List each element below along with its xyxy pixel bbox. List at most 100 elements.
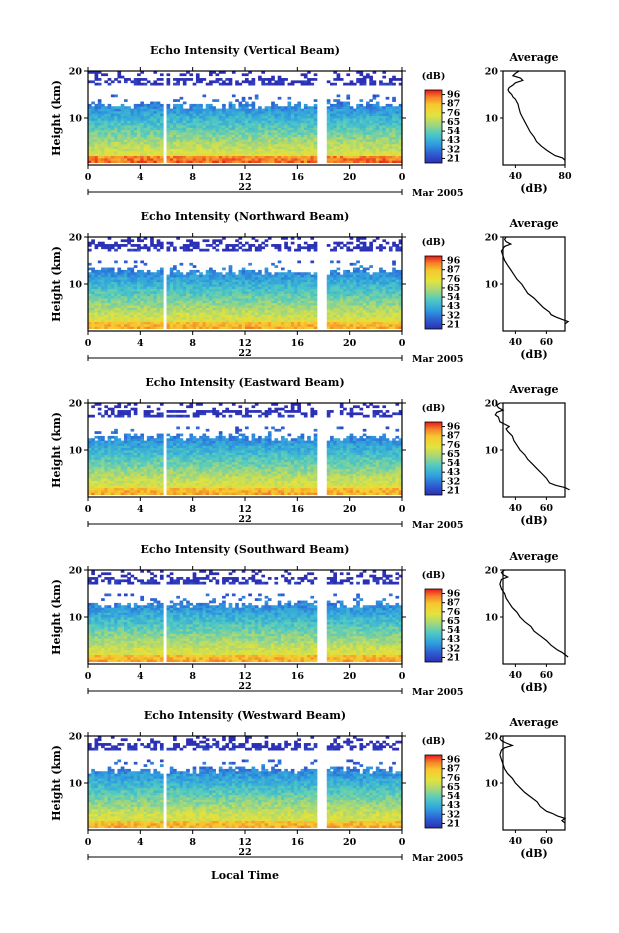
heatmap-cell: [121, 127, 125, 130]
heatmap-cell: [144, 298, 148, 301]
heatmap-cell: [114, 116, 118, 119]
heatmap-cell: [265, 158, 269, 161]
heatmap-cell: [307, 118, 311, 121]
heatmap-cell: [225, 282, 229, 285]
heatmap-cell: [199, 322, 203, 325]
heatmap-cell: [366, 249, 370, 252]
heatmap-cell: [150, 123, 154, 126]
heatmap-cell: [291, 322, 295, 325]
heatmap-cell: [333, 156, 337, 159]
heatmap-cell: [333, 99, 337, 102]
heatmap-cell: [369, 303, 373, 306]
heatmap-cell: [104, 130, 108, 133]
heatmap-cell: [392, 113, 396, 116]
heatmap-cell: [379, 80, 383, 83]
heatmap-cell: [137, 139, 141, 142]
heatmap-cell: [376, 104, 380, 107]
heatmap-cell: [252, 317, 256, 320]
heatmap-cell: [160, 137, 164, 140]
heatmap-cell: [206, 293, 210, 296]
heatmap-cell: [150, 102, 154, 105]
heatmap-cell: [356, 277, 360, 280]
heatmap-cell: [379, 270, 383, 273]
heatmap-cell: [356, 270, 360, 273]
heatmap-cell: [265, 146, 269, 149]
heatmap-cell: [229, 317, 233, 320]
heatmap-cell: [216, 291, 220, 294]
heatmap-cell: [167, 134, 171, 137]
heatmap-cell: [167, 303, 171, 306]
heatmap-cell: [108, 111, 112, 114]
heatmap-cell: [222, 284, 226, 287]
heatmap-cell: [366, 118, 370, 121]
heatmap-cell: [268, 151, 272, 154]
heatmap-cell: [291, 296, 295, 299]
heatmap-cell: [242, 312, 246, 315]
x-tick-label: 0: [85, 172, 92, 183]
heatmap-cell: [160, 160, 164, 163]
heatmap-cell: [333, 120, 337, 123]
heatmap-cell: [343, 300, 347, 303]
heatmap-cell: [144, 244, 148, 247]
heatmap-cell: [124, 326, 128, 329]
heatmap-cell: [376, 308, 380, 311]
heatmap-cell: [95, 73, 99, 76]
heatmap-cell: [216, 308, 220, 311]
heatmap-cell: [235, 120, 239, 123]
heatmap-cell: [353, 326, 357, 329]
heatmap-cell: [363, 127, 367, 130]
heatmap-cell: [173, 127, 177, 130]
heatmap-cell: [314, 324, 318, 327]
heatmap-cell: [337, 118, 341, 121]
heatmap-cell: [343, 289, 347, 292]
heatmap-cell: [137, 130, 141, 133]
heatmap-cell: [340, 156, 344, 159]
heatmap-cell: [291, 116, 295, 119]
heatmap-cell: [219, 118, 223, 121]
heatmap-cell: [238, 319, 242, 322]
heatmap-cell: [202, 132, 206, 135]
heatmap-cell: [114, 275, 118, 278]
heatmap-cell: [91, 305, 95, 308]
heatmap-cell: [173, 308, 177, 311]
heatmap-cell: [327, 106, 331, 109]
heatmap-cell: [225, 113, 229, 116]
heatmap-cell: [140, 300, 144, 303]
heatmap-cell: [193, 118, 197, 121]
heatmap-cell: [219, 284, 223, 287]
heatmap-cell: [180, 293, 184, 296]
heatmap-cell: [337, 151, 341, 154]
heatmap-cell: [199, 275, 203, 278]
heatmap-cell: [261, 109, 265, 112]
heatmap-cell: [288, 300, 292, 303]
heatmap-cell: [284, 246, 288, 249]
heatmap-cell: [209, 324, 213, 327]
heatmap-cell: [219, 319, 223, 322]
heatmap-cell: [373, 97, 377, 100]
heatmap-cell: [307, 123, 311, 126]
y-tick-label: 20: [69, 67, 83, 78]
heatmap-cell: [258, 106, 262, 109]
heatmap-cell: [216, 111, 220, 114]
heatmap-cell: [314, 99, 318, 102]
heatmap-cell: [294, 315, 298, 318]
heatmap-cell: [395, 120, 399, 123]
heatmap-cell: [206, 270, 210, 273]
heatmap-cell: [104, 326, 108, 329]
heatmap-cell: [376, 156, 380, 159]
heatmap-cell: [150, 142, 154, 145]
heatmap-cell: [144, 113, 148, 116]
heatmap-cell: [121, 144, 125, 147]
heatmap-cell: [91, 279, 95, 282]
heatmap-cell: [369, 99, 373, 102]
heatmap-cell: [114, 298, 118, 301]
heatmap-cell: [304, 132, 308, 135]
heatmap-cell: [196, 244, 200, 247]
heatmap-cell: [369, 315, 373, 318]
heatmap-cell: [111, 268, 115, 271]
heatmap-cell: [284, 305, 288, 308]
heatmap-cell: [219, 298, 223, 301]
heatmap-cell: [327, 303, 331, 306]
heatmap-cell: [353, 319, 357, 322]
heatmap-cell: [281, 286, 285, 289]
